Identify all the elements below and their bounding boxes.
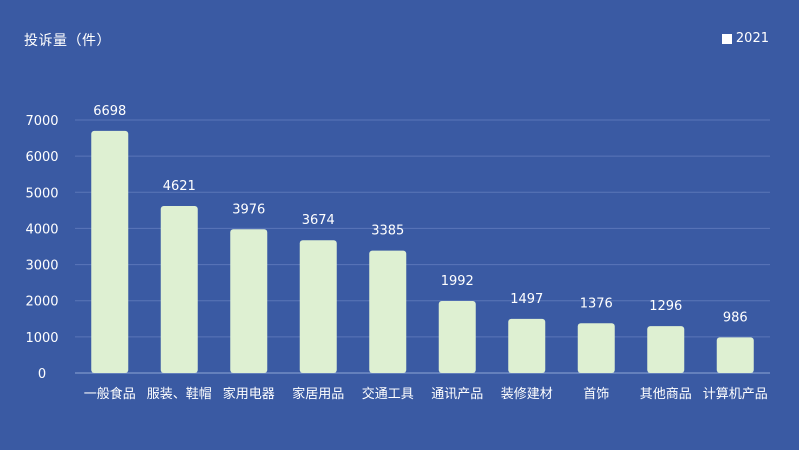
legend-label: 2021	[735, 31, 769, 46]
y-tick-label: 1000	[25, 331, 58, 346]
data-label: 1992	[441, 274, 474, 289]
data-label: 986	[723, 310, 748, 325]
x-tick-label: 计算机产品	[703, 387, 768, 402]
bar	[577, 323, 615, 373]
bar	[508, 318, 546, 373]
x-tick-label: 家居用品	[292, 386, 344, 402]
y-axis-label: 投诉量（件）	[24, 33, 111, 49]
y-tick-label: 5000	[25, 186, 58, 201]
bar	[438, 301, 476, 373]
data-label: 1296	[649, 299, 682, 314]
x-tick-label: 交通工具	[362, 386, 414, 402]
data-label: 1497	[510, 292, 543, 307]
bar	[91, 130, 129, 373]
x-tick-label: 首饰	[583, 387, 609, 402]
y-tick-label: 4000	[25, 222, 58, 237]
y-tick-label: 3000	[25, 259, 58, 274]
data-label: 4621	[163, 179, 196, 194]
bar	[230, 229, 268, 373]
bar	[716, 337, 754, 373]
bar	[647, 326, 685, 373]
legend[interactable]: 2021	[721, 31, 769, 46]
x-tick-label: 装修建材	[501, 387, 553, 402]
x-tick-label: 家用电器	[223, 386, 275, 402]
x-tick-label: 服装、鞋帽	[147, 386, 212, 402]
x-tick-label: 其他商品	[640, 387, 692, 402]
legend-swatch	[721, 33, 732, 44]
data-label: 3674	[302, 213, 335, 228]
y-tick-label: 6000	[25, 150, 58, 165]
y-tick-label: 7000	[25, 114, 58, 129]
data-label: 1376	[580, 296, 613, 311]
x-tick-label: 通讯产品	[431, 387, 483, 402]
bar	[160, 205, 198, 373]
bar	[369, 250, 407, 373]
bar	[299, 240, 337, 373]
data-label: 3976	[232, 202, 265, 217]
x-tick-label: 一般食品	[84, 386, 136, 402]
y-tick-label: 0	[38, 367, 46, 382]
y-tick-label: 2000	[25, 295, 58, 310]
data-label: 6698	[93, 104, 126, 119]
data-label: 3385	[371, 224, 404, 239]
